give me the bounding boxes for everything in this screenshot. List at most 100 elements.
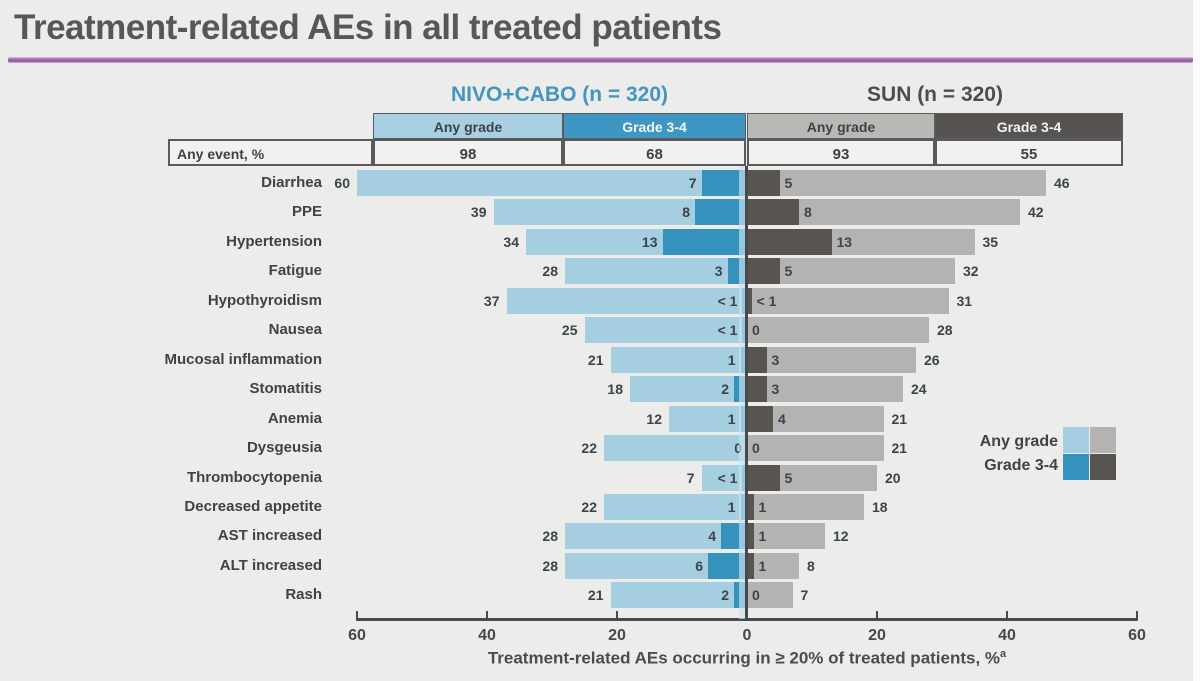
bar-sun-any-grade — [747, 258, 955, 284]
value-label-nivo-any-grade: 18 — [607, 381, 623, 397]
value-label-nivo-any-grade: 21 — [587, 352, 604, 368]
value-label-sun-any-grade: 8 — [807, 558, 815, 574]
value-label-nivo-any-grade: 22 — [581, 499, 597, 515]
page-title: Treatment-related AEs in all treated pat… — [14, 8, 722, 47]
row-label: Hypertension — [226, 233, 322, 250]
x-axis-tick-label: 0 — [742, 627, 752, 644]
bar-sun-any-grade — [747, 553, 799, 579]
bar-nivo-any-grade — [630, 376, 747, 402]
legend-swatch-sun-any-grade — [1090, 427, 1116, 453]
bar-sun-any-grade — [747, 494, 864, 520]
value-label-sun-any-grade: 21 — [891, 440, 908, 456]
value-label-nivo-grade34: < 1 — [717, 293, 738, 309]
value-label-nivo-grade34: < 1 — [717, 322, 738, 338]
value-label-nivo-grade34: 3 — [714, 263, 723, 279]
row-label: AST increased — [217, 527, 322, 544]
bar-sun-any-grade — [747, 435, 884, 461]
value-label-sun-any-grade: 21 — [891, 411, 908, 427]
value-label-nivo-any-grade: 37 — [483, 293, 500, 309]
value-label-nivo-grade34: 8 — [682, 204, 690, 220]
value-label-sun-grade34: 5 — [784, 470, 793, 486]
value-label-nivo-any-grade: 25 — [561, 322, 578, 338]
value-label-nivo-any-grade: 39 — [470, 204, 487, 220]
row-label: Decreased appetite — [184, 498, 322, 515]
x-axis-title: Treatment-related AEs occurring in ≥ 20%… — [347, 648, 1147, 669]
x-axis-tick-label: 40 — [478, 627, 496, 644]
bar-sun-grade34 — [747, 465, 780, 491]
x-axis-line — [356, 618, 1138, 621]
bar-nivo-any-grade — [565, 258, 747, 284]
x-axis-tick-label: 20 — [608, 627, 626, 644]
bar-sun-grade34 — [747, 229, 832, 255]
value-label-sun-any-grade: 7 — [800, 587, 809, 603]
bar-sun-grade34 — [747, 199, 799, 225]
row-label: ALT increased — [219, 557, 322, 574]
value-label-sun-any-grade: 32 — [963, 263, 979, 279]
row-label: Stomatitis — [249, 380, 322, 397]
bar-sun-any-grade — [747, 523, 825, 549]
row-label: Dysgeusia — [246, 439, 322, 456]
value-label-sun-grade34: 5 — [784, 175, 793, 191]
value-label-sun-any-grade: 18 — [872, 499, 888, 515]
value-label-nivo-grade34: < 1 — [717, 470, 738, 486]
value-label-sun-any-grade: 26 — [924, 352, 940, 368]
any-event-value-nivo-any: 98 — [373, 139, 563, 166]
value-label-nivo-grade34: 1 — [727, 411, 736, 427]
title-underline — [8, 57, 1193, 63]
row-label: PPE — [291, 203, 322, 220]
x-axis-tick — [356, 611, 358, 619]
bar-sun-any-grade — [747, 288, 949, 314]
row-label: Hypothyroidism — [207, 292, 322, 309]
bar-nivo-any-grade — [604, 435, 747, 461]
row-label: Rash — [285, 586, 322, 603]
bar-nivo-any-grade — [357, 170, 747, 196]
row-label: Nausea — [268, 321, 322, 338]
value-label-sun-any-grade: 46 — [1054, 175, 1070, 191]
value-label-sun-grade34: 1 — [758, 558, 767, 574]
value-label-nivo-grade34: 6 — [695, 558, 703, 574]
legend-swatch-sun-grade34 — [1090, 454, 1116, 480]
value-label-sun-any-grade: 42 — [1028, 204, 1044, 220]
bar-nivo-any-grade — [610, 582, 747, 608]
value-label-nivo-any-grade: 28 — [542, 558, 558, 574]
bar-sun-grade34 — [747, 553, 754, 579]
value-label-nivo-any-grade: 12 — [646, 411, 662, 427]
row-label: Mucosal inflammation — [164, 351, 322, 368]
value-label-sun-grade34: 0 — [752, 322, 760, 338]
value-label-sun-grade34: 3 — [771, 352, 780, 368]
value-label-sun-grade34: < 1 — [756, 293, 777, 309]
value-label-nivo-any-grade: 21 — [587, 587, 604, 603]
value-label-sun-any-grade: 31 — [956, 293, 973, 309]
bar-nivo-any-grade — [584, 317, 747, 343]
row-label: Diarrhea — [261, 174, 322, 191]
bar-sun-any-grade — [747, 376, 903, 402]
bar-nivo-any-grade — [669, 406, 747, 432]
any-event-value-sun-any: 93 — [747, 139, 935, 166]
center-zero-line — [745, 166, 748, 619]
header-cell-nivo-grade34: Grade 3-4 — [563, 113, 746, 139]
bar-sun-grade34 — [747, 523, 754, 549]
value-label-nivo-grade34: 1 — [727, 352, 736, 368]
row-label: Thrombocytopenia — [186, 469, 322, 486]
screen-edge-strip — [1193, 0, 1200, 681]
value-label-nivo-any-grade: 60 — [334, 175, 350, 191]
legend-label-grade34: Grade 3-4 — [984, 457, 1058, 474]
bar-sun-grade34 — [747, 494, 754, 520]
value-label-nivo-any-grade: 22 — [581, 440, 597, 456]
bar-nivo-any-grade — [506, 288, 747, 314]
value-label-nivo-grade34: 2 — [721, 381, 729, 397]
value-label-nivo-grade34: 4 — [708, 528, 716, 544]
value-label-sun-any-grade: 20 — [885, 470, 901, 486]
value-label-sun-grade34: 13 — [836, 234, 853, 250]
x-axis-tick — [486, 611, 488, 619]
x-axis-tick — [616, 611, 618, 619]
legend-swatch-nivo-grade34 — [1063, 454, 1089, 480]
group-header-sun: SUN (n = 320) — [867, 83, 1003, 106]
x-axis-tick — [1006, 611, 1008, 619]
legend-swatch-nivo-any-grade — [1063, 427, 1089, 453]
any-event-value-sun-g34: 55 — [935, 139, 1123, 166]
value-label-sun-any-grade: 12 — [833, 528, 849, 544]
bar-sun-grade34 — [747, 406, 773, 432]
x-axis-title-text: Treatment-related AEs occurring in ≥ 20%… — [487, 648, 1001, 668]
x-axis-tick-label: 60 — [1128, 627, 1146, 644]
